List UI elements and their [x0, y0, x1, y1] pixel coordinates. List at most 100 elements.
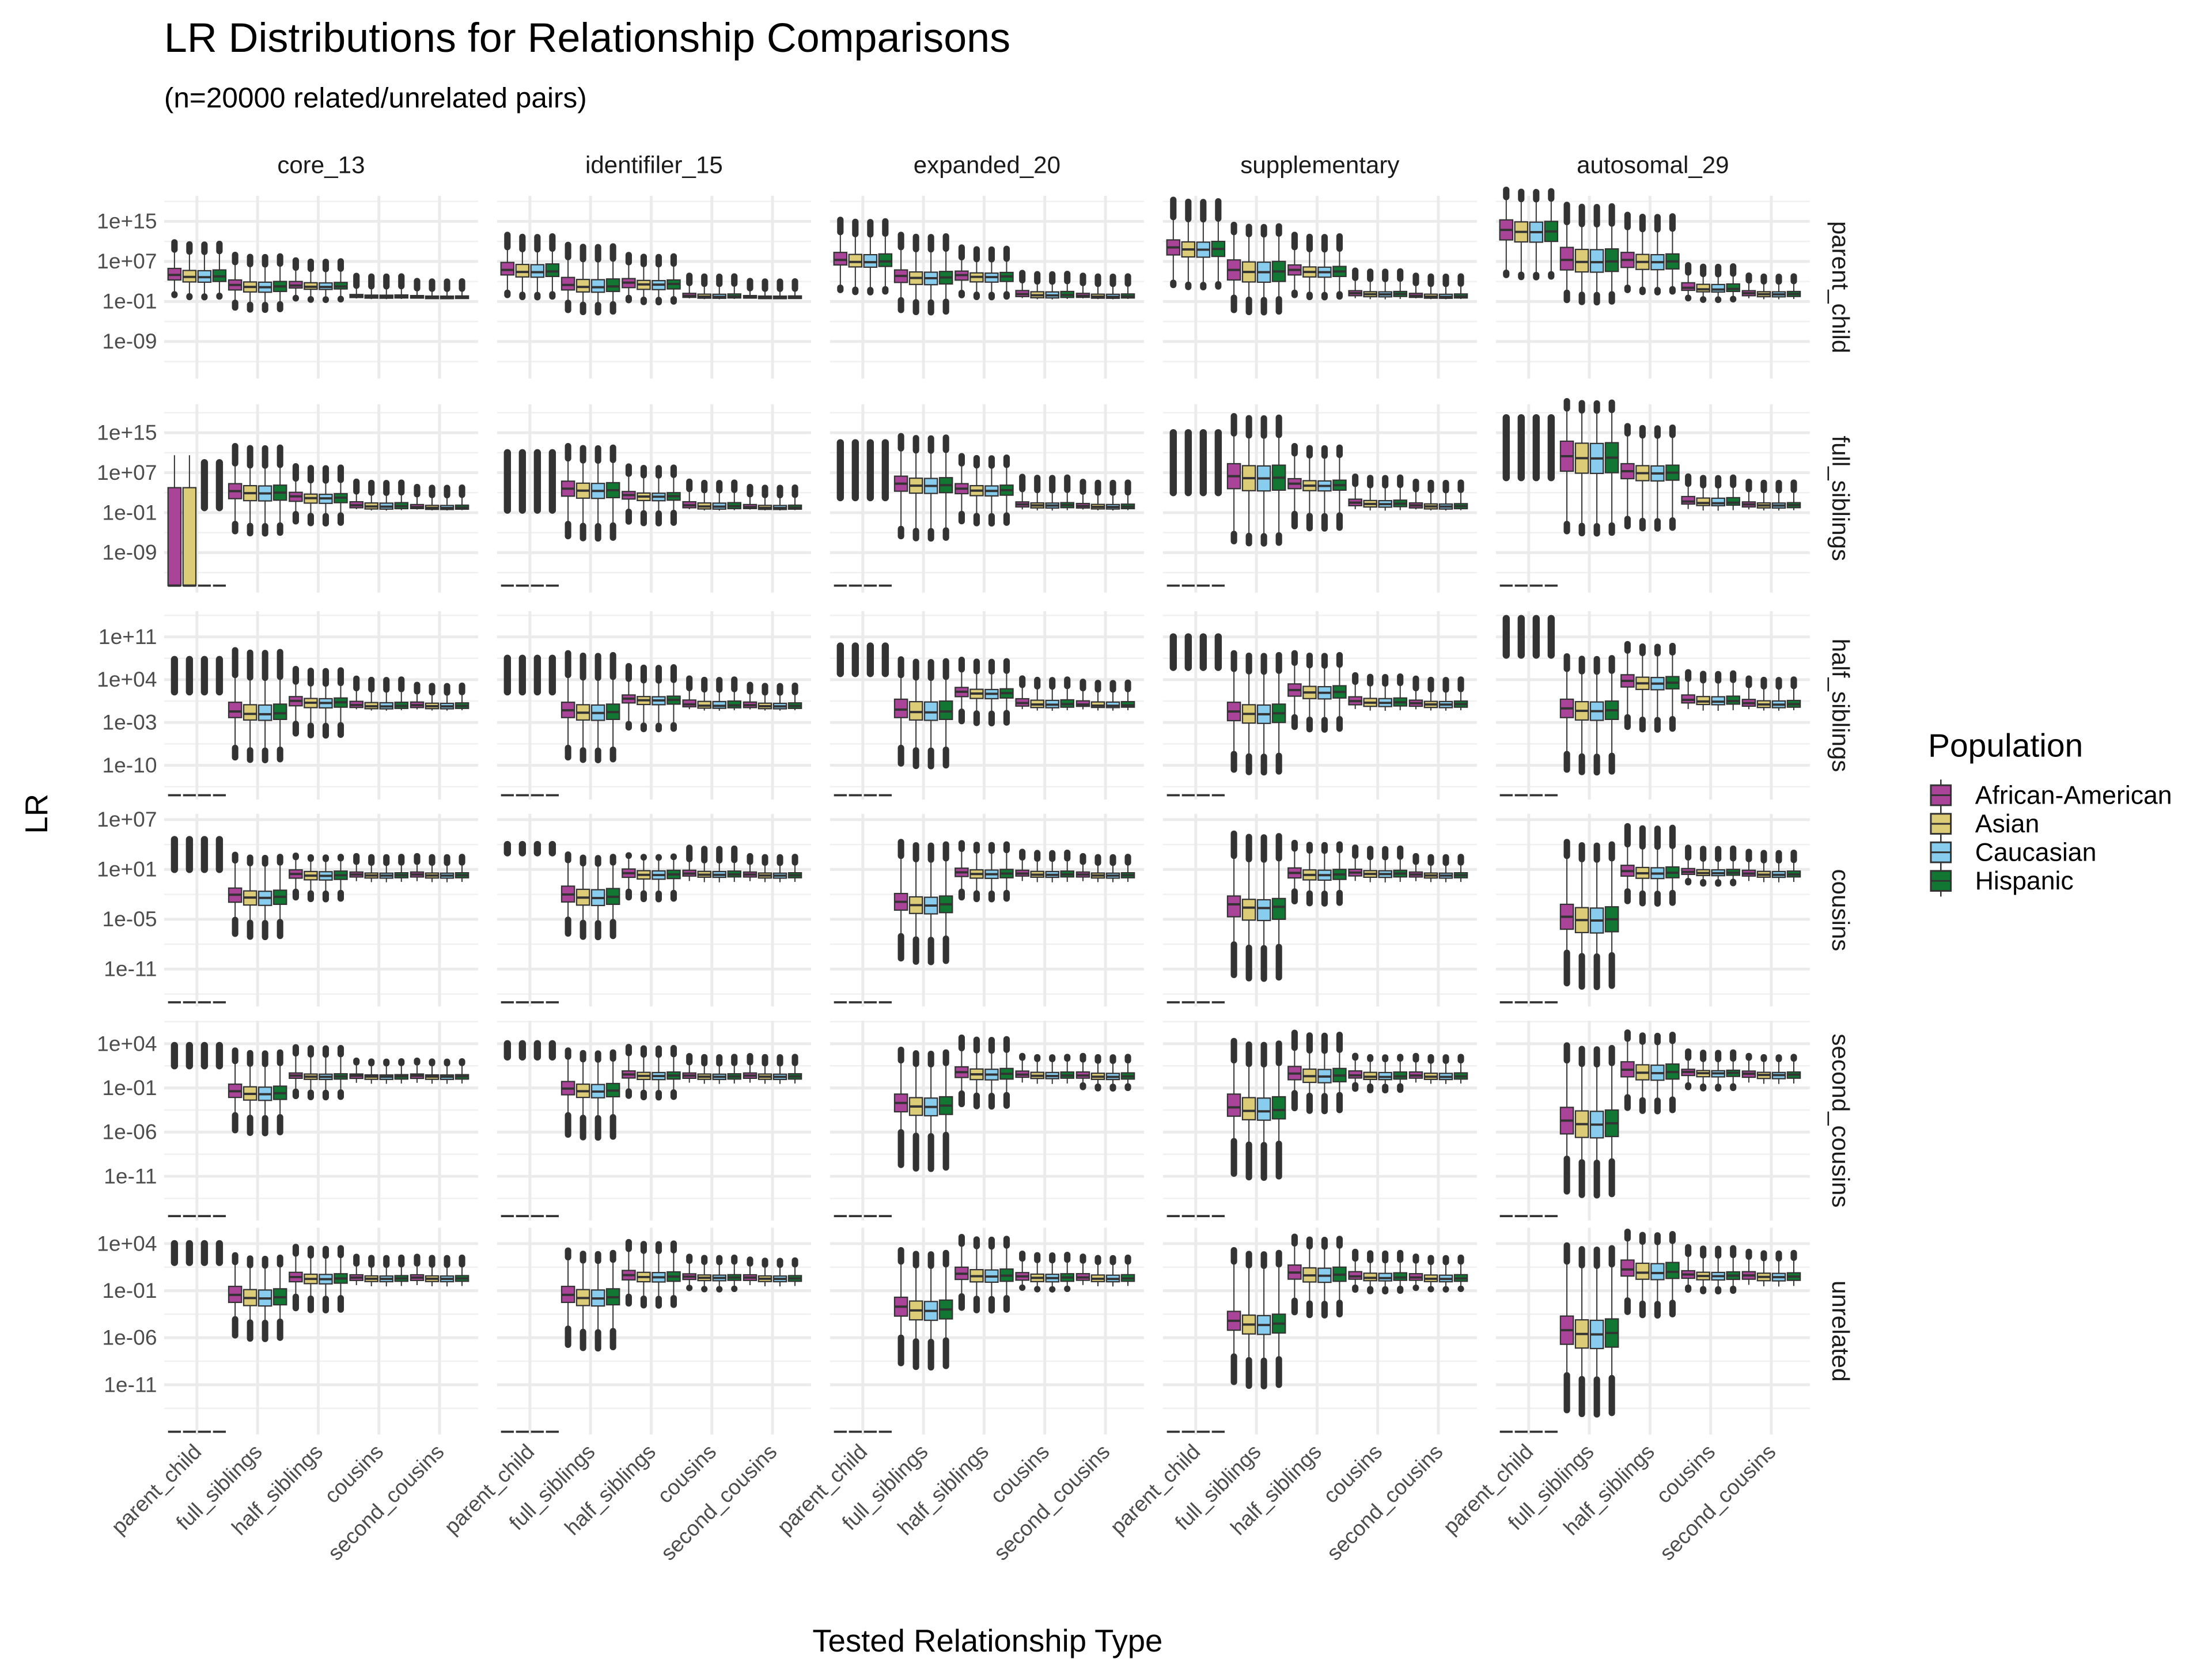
row-strip-label: second_cousins	[1827, 1033, 1854, 1207]
x-axis-title: Tested Relationship Type	[812, 1623, 1162, 1658]
facet-panel	[1162, 1020, 1477, 1221]
box-african-american	[1620, 1259, 1635, 1277]
column-strip-label: core_13	[277, 151, 365, 178]
y-tick-label: 1e-11	[104, 957, 157, 981]
y-tick-label: 1e+15	[97, 209, 157, 233]
facet-panel	[497, 813, 811, 1007]
y-tick-label: 1e-01	[102, 1075, 157, 1100]
legend-title: Population	[1928, 728, 2083, 764]
column-strip-label: expanded_20	[914, 151, 1060, 178]
box-asian	[243, 704, 257, 721]
facet-panel	[1162, 1228, 1477, 1435]
legend-label: Asian	[1975, 810, 2040, 838]
facet-panel	[164, 1228, 478, 1435]
box-caucasian	[1589, 249, 1604, 273]
column-strip-label: identifiler_15	[585, 151, 723, 178]
facet-panel	[1495, 397, 1810, 593]
facet-panel	[164, 611, 478, 800]
y-tick-label: 1e+07	[97, 249, 157, 273]
facet-panel	[830, 196, 1144, 379]
box-asian	[1241, 899, 1256, 921]
row-strip-label: cousins	[1827, 869, 1854, 952]
y-tick-label: 1e-01	[102, 500, 157, 524]
row-strip-label: unrelated	[1827, 1281, 1854, 1382]
box-caucasian	[923, 701, 938, 721]
box-african-american	[560, 276, 575, 291]
row-strip-label: full_siblings	[1827, 435, 1854, 561]
box-hispanic	[1604, 248, 1619, 272]
facet-panel	[830, 1020, 1144, 1221]
box-caucasian	[1256, 1097, 1271, 1121]
box-caucasian	[530, 264, 545, 278]
facet-panel	[497, 1228, 811, 1435]
facet-panel	[497, 404, 811, 593]
box-african-american	[893, 698, 908, 718]
box-asian	[1241, 1097, 1256, 1120]
facet-panel	[497, 1020, 811, 1221]
y-tick-label: 1e-01	[102, 1278, 157, 1302]
box-caucasian	[1711, 497, 1725, 507]
facet-panel	[1495, 1228, 1810, 1435]
box-asian	[1696, 283, 1710, 293]
box-african-american	[500, 262, 515, 276]
facet-panel	[1495, 813, 1810, 1007]
y-tick-label: 1e+11	[99, 624, 157, 649]
legend-label: African-American	[1975, 781, 2172, 809]
facet-panel	[497, 611, 811, 800]
y-tick-label: 1e-03	[102, 710, 157, 734]
y-tick-label: 1e-01	[102, 289, 157, 313]
facet-panel	[497, 196, 811, 379]
chart-title: LR Distributions for Relationship Compar…	[164, 15, 1010, 61]
box-asian	[1635, 1262, 1650, 1280]
box-asian	[575, 278, 590, 293]
box-hispanic	[878, 253, 893, 267]
box-hispanic	[272, 703, 287, 720]
y-tick-label: 1e+15	[97, 421, 157, 445]
box-hispanic	[1271, 1096, 1286, 1120]
box-african-american	[1681, 282, 1695, 291]
y-tick-label: 1e+01	[97, 857, 157, 881]
facet-panel	[164, 404, 478, 593]
legend-item: Hispanic	[1930, 865, 2074, 897]
legend-item: Caucasian	[1930, 836, 2097, 868]
box-hispanic	[1726, 497, 1740, 506]
y-tick-label: 1e-05	[102, 907, 157, 931]
box-asian	[515, 263, 530, 278]
facet-panel	[1162, 196, 1477, 379]
box-african-american	[1559, 247, 1574, 271]
y-tick-label: 1e-06	[102, 1120, 157, 1144]
box-hispanic	[1665, 1262, 1680, 1279]
facet-panel	[830, 611, 1144, 800]
legend: Population African-AmericanAsianCaucasia…	[1928, 728, 2172, 897]
facet-panel	[1495, 187, 1810, 379]
facet-panel	[1495, 611, 1810, 800]
box-asian	[848, 253, 863, 268]
facet-panel	[1495, 1020, 1810, 1221]
y-tick-label: 1e-11	[104, 1164, 157, 1188]
row-strip-label: parent_child	[1827, 221, 1854, 353]
box-caucasian	[257, 704, 272, 721]
y-tick-label: 1e+04	[97, 1231, 157, 1255]
box-hispanic	[545, 263, 560, 278]
box-asian	[182, 487, 197, 586]
facet-panel	[830, 1228, 1144, 1435]
legend-label: Hispanic	[1975, 867, 2074, 895]
legend-label: Caucasian	[1975, 839, 2097, 867]
facet-panel	[1162, 813, 1477, 1007]
y-tick-label: 1e-09	[102, 329, 157, 353]
facet-panel	[1162, 611, 1477, 800]
facet-panel	[830, 813, 1144, 1007]
box-african-american	[833, 252, 848, 266]
box-caucasian	[1711, 283, 1725, 293]
y-tick-label: 1e-06	[102, 1325, 157, 1350]
legend-item: African-American	[1930, 779, 2172, 811]
y-tick-label: 1e-11	[104, 1372, 157, 1396]
chart-subtitle: (n=20000 related/unrelated pairs)	[164, 82, 587, 113]
box-hispanic	[1726, 283, 1740, 293]
y-axis-title: LR	[19, 794, 54, 834]
y-tick-label: 1e-10	[102, 753, 157, 777]
box-african-american	[1681, 495, 1695, 505]
y-tick-label: 1e-09	[102, 540, 157, 565]
y-tick-label: 1e+04	[97, 1031, 157, 1055]
